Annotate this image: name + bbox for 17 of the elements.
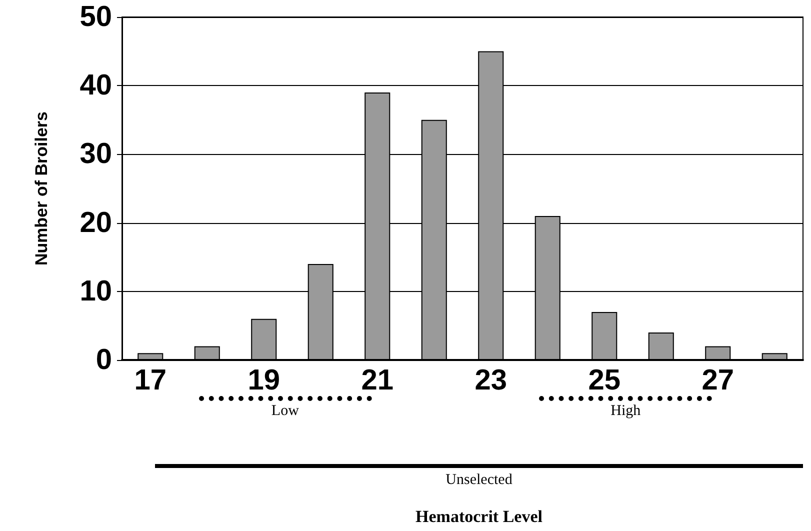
text: High <box>610 403 641 420</box>
text: Hematocrit Level <box>416 507 542 527</box>
x-tick-label: 17 <box>134 364 167 396</box>
y-tick-label: 0 <box>96 344 112 376</box>
x-tick-label: 27 <box>702 364 734 396</box>
y-axis-title: Number of Broilers <box>32 112 51 266</box>
y-tick-label: 30 <box>80 138 112 170</box>
y-tick-label: 10 <box>80 275 112 308</box>
y-tick-label: 40 <box>80 70 112 102</box>
text: Low <box>271 403 299 420</box>
y-tick-label: 50 <box>80 1 112 33</box>
x-tick-label: 23 <box>474 364 508 396</box>
x-tick-label: 25 <box>588 364 621 396</box>
x-tick-label: 21 <box>361 364 394 396</box>
y-tick-label: 20 <box>80 206 112 239</box>
x-tick-label: 19 <box>248 364 280 396</box>
text: Unselected <box>446 472 512 489</box>
